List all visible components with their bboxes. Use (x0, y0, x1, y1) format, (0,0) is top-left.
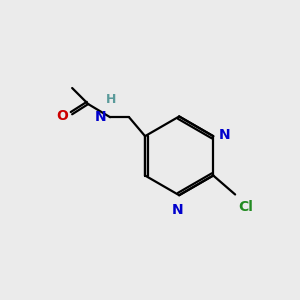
Text: Cl: Cl (238, 200, 253, 214)
Text: N: N (172, 202, 184, 217)
Text: N: N (95, 110, 106, 124)
Text: H: H (106, 93, 117, 106)
Text: O: O (56, 109, 68, 123)
Text: N: N (218, 128, 230, 142)
